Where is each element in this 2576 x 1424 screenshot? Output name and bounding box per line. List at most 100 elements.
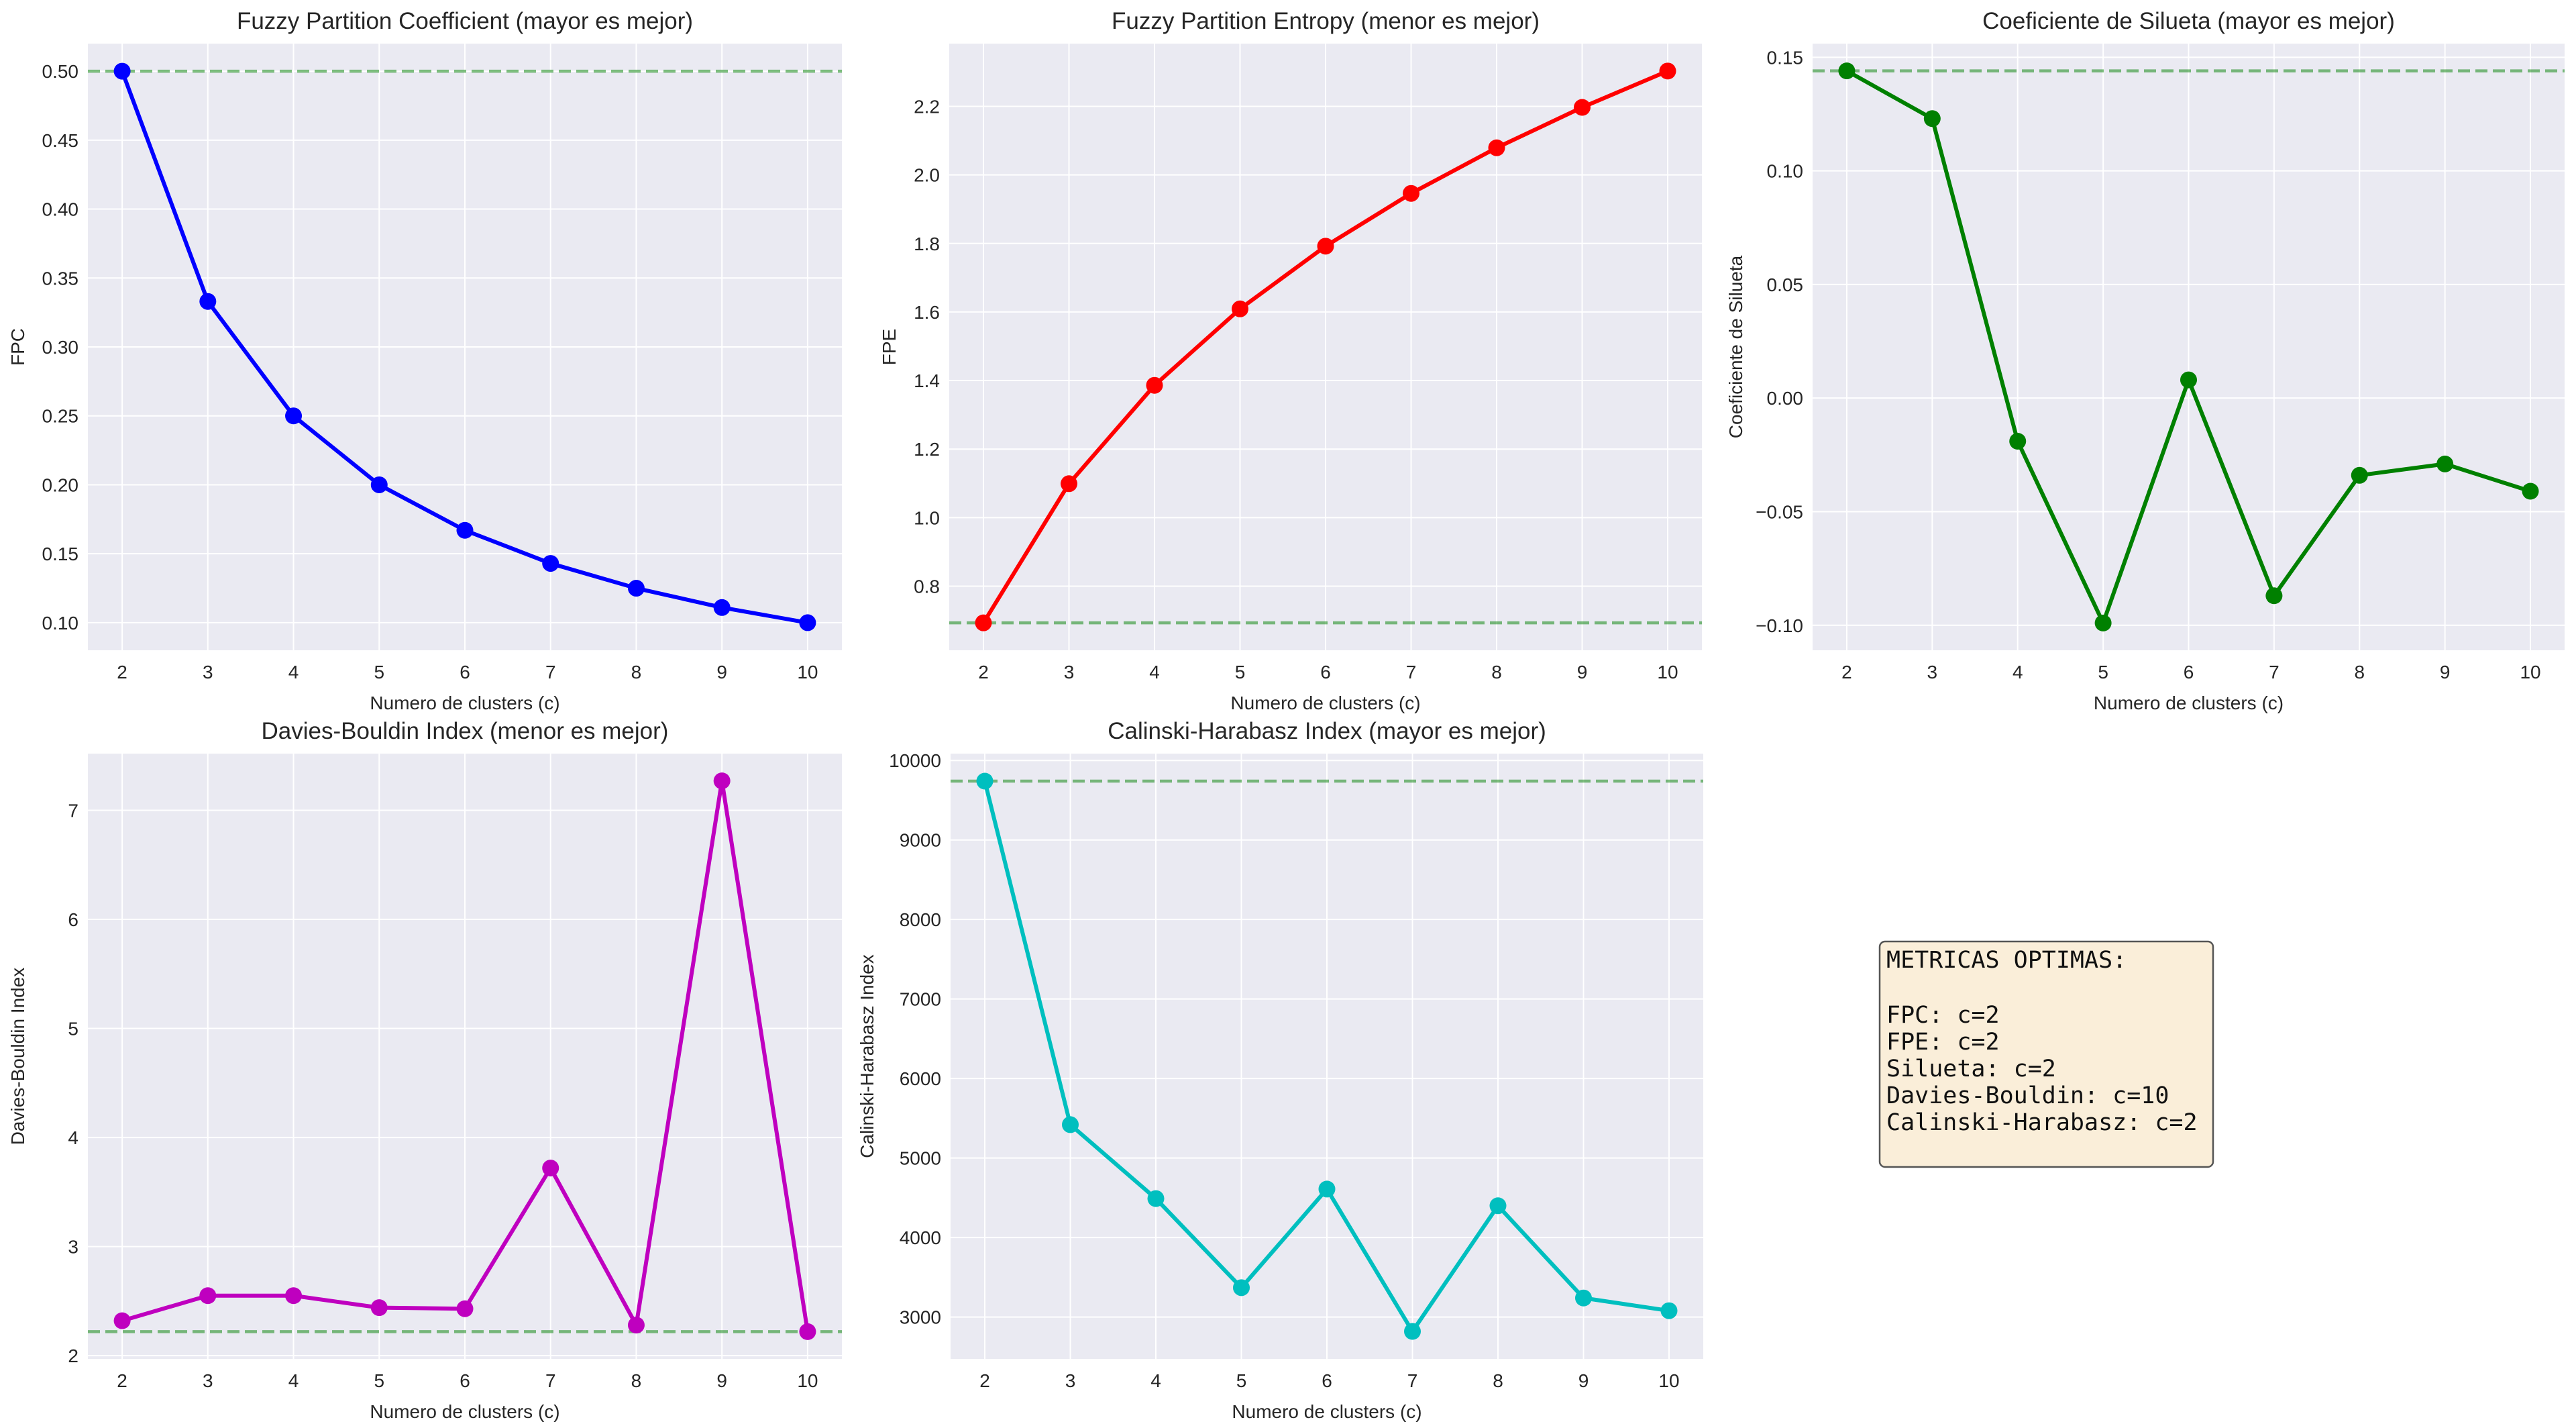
subplot-title: Coeficiente de Silueta (mayor es mejor) xyxy=(1982,8,2395,34)
data-point xyxy=(1923,110,1941,128)
data-point xyxy=(456,521,474,539)
data-point xyxy=(2522,482,2539,500)
data-point xyxy=(1489,1197,1507,1215)
data-point xyxy=(1659,62,1676,80)
y-tick-label: 0.05 xyxy=(1767,274,1804,295)
y-tick-label: 6 xyxy=(68,909,78,930)
x-tick-label: 7 xyxy=(1406,662,1417,682)
y-tick-label: 4 xyxy=(68,1127,78,1148)
y-tick-label: 0.30 xyxy=(42,337,79,358)
data-point xyxy=(2265,587,2283,605)
y-tick-label: 10000 xyxy=(889,750,941,771)
data-point xyxy=(199,1287,217,1305)
summary-line: FPE: c=2 xyxy=(1886,1029,2000,1056)
y-tick-label: 4000 xyxy=(900,1227,941,1248)
y-tick-label: 3000 xyxy=(900,1307,941,1328)
x-axis-label: Numero de clusters (c) xyxy=(1232,1401,1421,1422)
summary-line: Calinski-Harabasz: c=2 xyxy=(1886,1109,2198,1136)
data-point xyxy=(976,772,994,790)
x-tick-label: 5 xyxy=(2098,662,2108,682)
data-point xyxy=(1317,238,1334,255)
x-tick-label: 8 xyxy=(2354,662,2365,682)
x-tick-label: 3 xyxy=(203,662,213,682)
x-axis-label: Numero de clusters (c) xyxy=(370,1401,559,1422)
summary-line: Davies-Bouldin: c=10 xyxy=(1886,1082,2169,1109)
y-tick-label: 0.15 xyxy=(42,544,79,564)
data-point xyxy=(713,599,731,616)
data-point xyxy=(1403,185,1419,202)
y-tick-label: −0.05 xyxy=(1756,501,1803,522)
data-point xyxy=(1232,300,1248,317)
x-tick-label: 2 xyxy=(1841,662,1852,682)
summary-heading: METRICAS OPTIMAS: xyxy=(1886,947,2127,974)
x-tick-label: 10 xyxy=(2520,662,2540,682)
x-axis-label: Numero de clusters (c) xyxy=(1230,693,1420,713)
y-tick-label: 8000 xyxy=(900,909,941,930)
data-point xyxy=(1061,475,1077,493)
x-tick-label: 7 xyxy=(2269,662,2279,682)
x-tick-label: 8 xyxy=(1493,1370,1503,1391)
y-tick-label: 1.6 xyxy=(914,302,940,323)
y-tick-label: 0.50 xyxy=(42,61,79,82)
data-point xyxy=(1318,1180,1336,1198)
x-tick-label: 4 xyxy=(288,662,299,682)
data-point xyxy=(975,614,992,631)
y-axis-label: Coeficiente de Silueta xyxy=(1725,255,1746,438)
x-tick-label: 2 xyxy=(117,662,127,682)
y-tick-label: 0.15 xyxy=(1767,47,1804,68)
x-tick-label: 3 xyxy=(1065,1370,1076,1391)
data-point xyxy=(713,772,731,790)
y-tick-label: 9000 xyxy=(900,830,941,851)
x-tick-label: 5 xyxy=(1235,662,1246,682)
subplot-4: 2 3 4 5 6 7 8 9 10 2 3 4 5 6 7 Davies-Bouldin Index (me… xyxy=(7,718,842,1422)
y-tick-label: 7000 xyxy=(900,989,941,1010)
y-tick-label: 3 xyxy=(68,1237,78,1258)
subplot-3: 2 3 4 5 6 7 8 9 10 −0.10 −0.05 0.00 0.05 0.10 0.15 Coef… xyxy=(1725,8,2565,713)
y-tick-label: 0.20 xyxy=(42,474,79,495)
y-tick-label: 2.2 xyxy=(914,96,940,117)
x-tick-label: 8 xyxy=(1491,662,1502,682)
x-tick-label: 5 xyxy=(1236,1370,1247,1391)
subplot-title: Fuzzy Partition Coefficient (mayor es me… xyxy=(237,8,693,34)
x-tick-label: 7 xyxy=(1407,1370,1418,1391)
summary-line: Silueta: c=2 xyxy=(1886,1056,2056,1082)
x-tick-label: 2 xyxy=(979,1370,990,1391)
y-tick-label: 1.2 xyxy=(914,439,940,460)
x-tick-label: 7 xyxy=(545,1370,556,1391)
data-point xyxy=(1147,1190,1165,1207)
data-point xyxy=(113,62,131,80)
data-point xyxy=(1575,1289,1592,1307)
data-point xyxy=(370,476,388,493)
y-tick-label: 0.45 xyxy=(42,130,79,151)
y-tick-label: 0.10 xyxy=(1767,161,1804,182)
data-point xyxy=(1574,99,1591,116)
x-tick-label: 3 xyxy=(203,1370,213,1391)
y-tick-label: 0.40 xyxy=(42,199,79,220)
data-point xyxy=(2009,433,2027,450)
y-tick-label: 7 xyxy=(68,801,78,821)
data-point xyxy=(2351,466,2368,484)
x-tick-label: 5 xyxy=(374,1370,384,1391)
x-tick-label: 4 xyxy=(2012,662,2023,682)
summary-box: METRICAS OPTIMAS: FPC: c=2 FPE: c=2 Silu… xyxy=(1878,940,2214,1168)
y-axis-label: FPC xyxy=(7,328,28,366)
x-tick-label: 6 xyxy=(1322,1370,1332,1391)
y-tick-label: 0.35 xyxy=(42,268,79,289)
subplot-title: Calinski-Harabasz Index (mayor es mejor) xyxy=(1108,718,1546,744)
x-tick-label: 3 xyxy=(1927,662,1938,682)
y-tick-label: −0.10 xyxy=(1756,615,1803,636)
subplot-5: 2 3 4 5 6 7 8 9 10 3000 4000 5000 6000 7000 8000 9000 10… xyxy=(857,718,1703,1422)
data-point xyxy=(627,1317,645,1334)
y-tick-label: 1.0 xyxy=(914,507,940,528)
x-tick-label: 6 xyxy=(460,1370,470,1391)
data-point xyxy=(1233,1279,1250,1296)
data-point xyxy=(627,580,645,597)
y-tick-label: 6000 xyxy=(900,1068,941,1089)
x-tick-label: 10 xyxy=(1657,662,1678,682)
subplot-2: 2 3 4 5 6 7 8 9 10 0.8 1.0 1.2 1.4 1.6 1.8 2.0 2.2 Fuzzy … xyxy=(879,8,1702,713)
data-point xyxy=(2436,455,2454,472)
y-tick-label: 0.10 xyxy=(42,613,79,633)
data-point xyxy=(1488,139,1505,156)
data-point xyxy=(1660,1302,1678,1319)
x-tick-label: 8 xyxy=(631,1370,642,1391)
